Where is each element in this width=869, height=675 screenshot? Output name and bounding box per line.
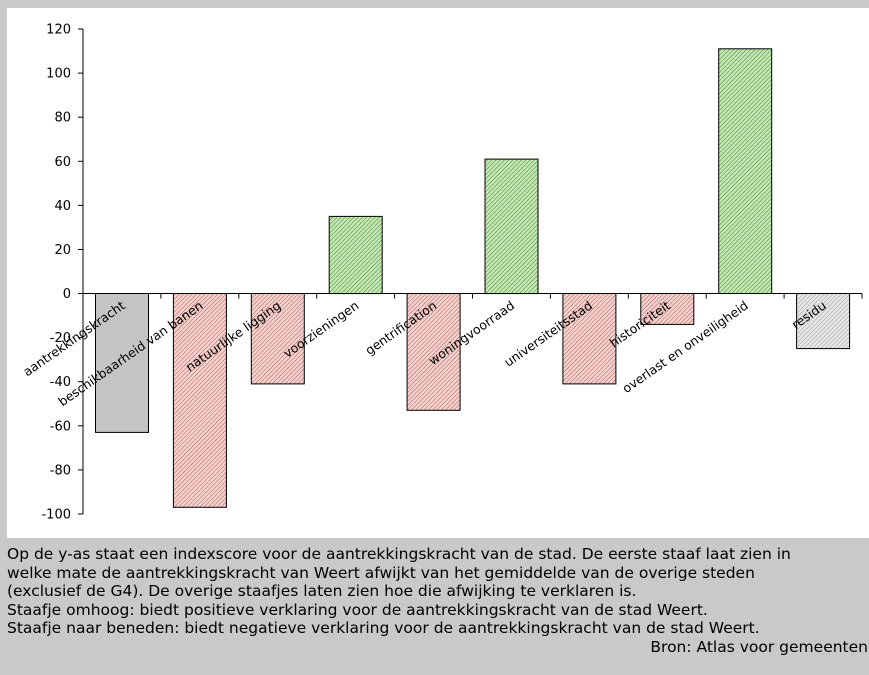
axis-layer bbox=[78, 28, 863, 515]
y-tick-label: 80 bbox=[54, 111, 71, 126]
bars-layer bbox=[95, 48, 851, 508]
y-tick-label: 0 bbox=[63, 287, 71, 302]
caption-line-1: Op de y-as staat een indexscore voor de … bbox=[7, 545, 791, 563]
bar-5 bbox=[406, 293, 461, 411]
y-tick-label: 60 bbox=[54, 155, 71, 170]
bar-8 bbox=[640, 293, 695, 325]
bar-2 bbox=[172, 293, 227, 508]
bar-9 bbox=[718, 48, 773, 294]
bar-1 bbox=[95, 293, 149, 433]
bar-7 bbox=[562, 293, 617, 385]
y-tick-label: 100 bbox=[46, 67, 71, 82]
caption-line-5: Staafje naar beneden: biedt negatieve ve… bbox=[7, 619, 760, 638]
bar-4 bbox=[328, 215, 383, 295]
caption-source: Bron: Atlas voor gemeenten bbox=[650, 637, 868, 656]
bar-6 bbox=[484, 158, 539, 295]
y-tick-label: -40 bbox=[50, 375, 71, 390]
chart-caption: Op de y-as staat een indexscore voor de … bbox=[7, 545, 869, 675]
caption-line-2: welke mate de aantrekkingskracht van Wee… bbox=[7, 563, 755, 582]
bar-10 bbox=[796, 293, 851, 350]
labels-layer: -100-80-60-40-20020406080100120aantrekki… bbox=[20, 23, 829, 523]
caption-line-3: (exclusief de G4). De overige staafjes l… bbox=[7, 582, 637, 601]
y-tick-label: 120 bbox=[46, 23, 71, 38]
y-tick-label: -80 bbox=[50, 463, 71, 478]
y-tick-label: 40 bbox=[54, 199, 71, 214]
y-tick-label: 20 bbox=[54, 243, 71, 258]
y-tick-label: -20 bbox=[50, 331, 71, 346]
chart-panel: -100 -80 -60 -40 -20 0 20 40 60 80 100 120 aantrekki… bbox=[7, 8, 869, 538]
bar-chart: -100-80-60-40-20020406080100120aantrekki… bbox=[20, 23, 863, 523]
caption-line-4: Staafje omhoog: biedt positieve verklari… bbox=[7, 600, 708, 619]
y-tick-label: -100 bbox=[41, 508, 71, 523]
y-tick-label: -60 bbox=[50, 419, 71, 434]
